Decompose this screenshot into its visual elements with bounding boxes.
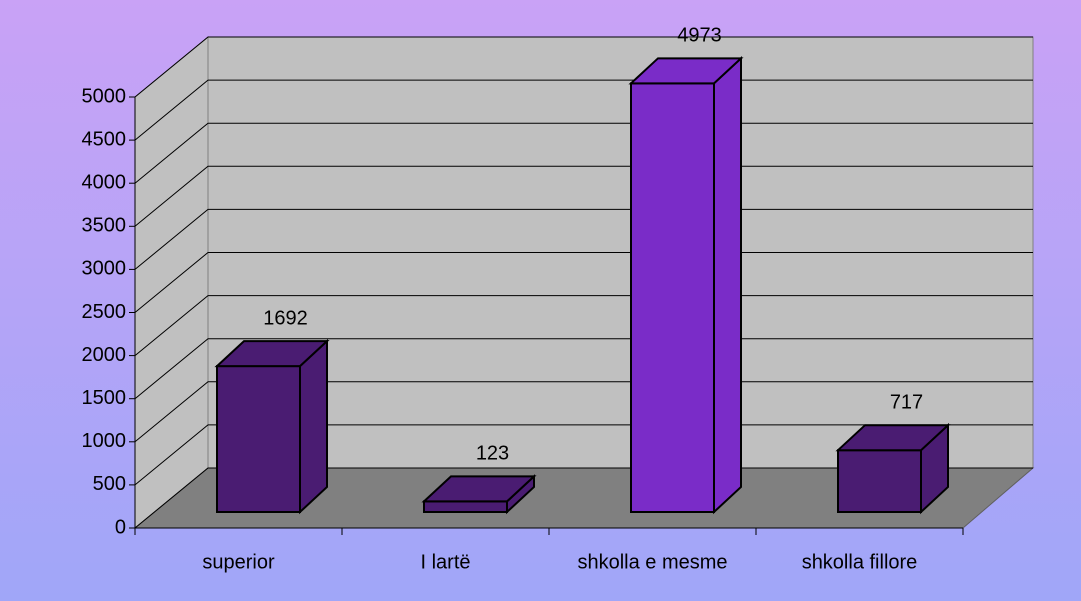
bar-front — [216, 365, 301, 513]
bar-top — [421, 475, 537, 503]
grid-line — [134, 36, 1033, 98]
x-tick-label: shkolla e mesme — [577, 551, 727, 573]
y-tick-label: 4000 — [82, 171, 127, 193]
value-label: 717 — [890, 391, 923, 413]
value-label: 1692 — [263, 307, 308, 329]
y-tick-label: 5000 — [82, 85, 127, 107]
y-tick-label: 1000 — [82, 430, 127, 452]
y-tick-label: 2000 — [82, 344, 127, 366]
value-label: 4973 — [677, 25, 722, 47]
grid-line — [134, 165, 1033, 227]
grid-line — [134, 381, 1033, 443]
bar-top — [835, 424, 951, 452]
bar — [628, 56, 744, 515]
bar — [214, 338, 330, 515]
grid-line — [134, 122, 1033, 184]
value-label: 123 — [476, 443, 509, 465]
y-tick-label: 4500 — [82, 128, 127, 150]
bar-side — [299, 338, 328, 515]
y-tick-label: 3500 — [82, 215, 127, 237]
x-tick-label: shkolla fillore — [802, 551, 918, 573]
bar-front — [630, 82, 715, 513]
grid-line — [134, 467, 1033, 529]
grid-line — [134, 208, 1033, 270]
grid-line — [134, 79, 1033, 141]
y-tick-label: 0 — [115, 516, 126, 538]
bar — [835, 422, 951, 515]
x-tick-label: superior — [202, 551, 275, 573]
grid-line — [134, 295, 1033, 356]
grid-line — [134, 424, 1033, 486]
y-tick-label: 2500 — [82, 301, 127, 323]
bar-top — [628, 57, 744, 85]
y-tick-label: 500 — [93, 473, 126, 495]
x-tick-label: I lartë — [420, 551, 470, 573]
grid-line — [134, 338, 1033, 400]
grid-line — [134, 252, 1033, 313]
bar — [421, 474, 537, 515]
y-tick-label: 3000 — [82, 258, 127, 280]
bar-side — [713, 56, 742, 515]
y-tick-label: 1500 — [82, 387, 127, 409]
bar-top — [214, 340, 330, 368]
bar-front — [837, 449, 922, 513]
bar-front — [423, 500, 508, 513]
